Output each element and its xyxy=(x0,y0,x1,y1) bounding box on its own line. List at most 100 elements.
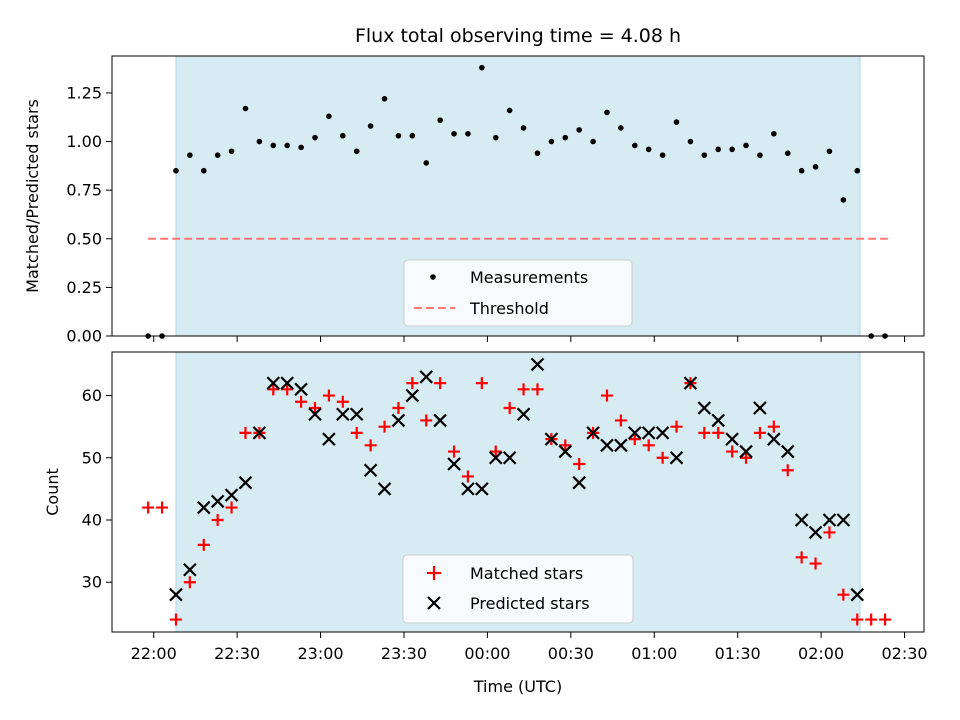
legend-predicted-marker xyxy=(427,596,441,610)
top-ytick-label: 0.25 xyxy=(66,278,102,297)
measurement-point xyxy=(659,152,666,158)
predicted-star-point xyxy=(502,451,517,465)
matched-star-point xyxy=(628,433,641,446)
predicted-star-point xyxy=(544,432,559,446)
predicted-star-point xyxy=(488,451,503,465)
measurement-point xyxy=(367,123,374,129)
measurement-point xyxy=(798,167,805,174)
measurement-point xyxy=(187,152,193,158)
matched-star-point xyxy=(169,613,182,626)
matched-star-point xyxy=(740,451,753,464)
measurement-point xyxy=(465,130,471,137)
predicted-star-point xyxy=(447,457,461,471)
measurement-point xyxy=(173,167,179,174)
matched-star-point xyxy=(267,383,280,396)
measurement-point xyxy=(729,146,735,153)
bottom-xtick-label: 23:30 xyxy=(381,644,427,663)
predicted-star-point xyxy=(600,438,614,453)
bottom-ytick-label: 40 xyxy=(82,511,102,530)
predicted-star-point xyxy=(183,563,197,577)
measurement-point xyxy=(645,146,652,153)
predicted-star-point xyxy=(628,426,642,440)
predicted-star-point xyxy=(572,475,586,490)
predicted-star-point xyxy=(836,513,851,527)
top-legend: Measurements Threshold xyxy=(403,259,633,327)
bottom-yticks: 30 40 50 60 xyxy=(82,386,112,592)
predicted-star-point xyxy=(767,432,781,446)
measurement-point xyxy=(284,142,290,149)
measurement-point xyxy=(451,130,457,137)
predicted-star-point xyxy=(516,407,531,421)
top-legend-box xyxy=(403,259,633,327)
bottom-axes-frame xyxy=(111,351,925,633)
predicted-star-point xyxy=(308,407,322,421)
matched-star-point xyxy=(531,383,544,396)
bottom-predicted-layer xyxy=(169,357,865,602)
matched-star-point xyxy=(698,426,711,439)
legend-matched-label: Matched stars xyxy=(470,564,583,583)
matched-star-point xyxy=(573,458,586,470)
predicted-star-point xyxy=(739,444,753,459)
matched-star-point xyxy=(795,551,808,564)
measurement-point xyxy=(298,144,304,151)
matched-star-point xyxy=(670,420,683,433)
measurement-point xyxy=(757,152,763,158)
predicted-star-point xyxy=(349,407,364,421)
measurement-point xyxy=(353,148,360,155)
matched-star-point xyxy=(392,402,405,414)
matched-star-point xyxy=(503,402,516,414)
top-ytick-label: 1.00 xyxy=(66,132,102,151)
predicted-star-point xyxy=(655,426,670,440)
bottom-xlabel: Time (UTC) xyxy=(473,677,562,696)
matched-star-point xyxy=(197,538,210,551)
matched-star-point xyxy=(406,377,419,390)
measurement-point xyxy=(326,113,332,120)
measurement-point xyxy=(562,134,569,141)
measurement-point xyxy=(423,160,430,166)
top-ylabel: Matched/Predicted stars xyxy=(23,99,42,293)
top-panel: 0.00 0.25 0.50 0.75 1.00 1.25 Flux total obse… xyxy=(23,25,925,346)
predicted-star-point xyxy=(322,432,336,446)
matched-star-point xyxy=(517,383,530,396)
matched-star-point xyxy=(281,383,294,396)
measurement-point xyxy=(576,127,582,133)
measurement-point xyxy=(854,167,861,174)
predicted-star-point xyxy=(280,376,294,390)
matched-star-point xyxy=(712,426,725,439)
predicted-star-point xyxy=(363,463,378,477)
predicted-star-point xyxy=(210,494,225,509)
measurement-point xyxy=(840,197,847,203)
matched-star-point xyxy=(156,501,169,514)
predicted-star-point xyxy=(780,444,795,459)
measurement-point xyxy=(256,138,263,145)
matched-star-point xyxy=(295,395,308,408)
predicted-star-point xyxy=(822,513,837,527)
matched-star-point xyxy=(559,439,572,452)
measurement-point xyxy=(395,132,402,139)
predicted-star-point xyxy=(530,357,545,372)
matched-star-point xyxy=(642,439,655,452)
bottom-legend-box xyxy=(402,554,634,624)
top-yticks: 0.00 0.25 0.50 0.75 1.00 1.25 xyxy=(66,83,112,346)
bottom-xtick-label: 23:00 xyxy=(298,644,344,663)
predicted-star-point xyxy=(238,475,253,490)
bottom-xtick-label: 02:00 xyxy=(798,644,844,663)
top-ytick-label: 0.00 xyxy=(66,327,102,346)
legend-measurements-label: Measurements xyxy=(470,268,588,287)
bottom-ylabel: Count xyxy=(43,468,62,516)
predicted-star-point xyxy=(461,482,475,496)
measurement-point xyxy=(479,64,485,71)
predicted-star-point xyxy=(641,426,656,440)
matched-star-point xyxy=(142,501,155,514)
predicted-star-point xyxy=(669,451,684,465)
matched-star-point xyxy=(753,426,766,439)
measurement-point xyxy=(506,107,513,114)
predicted-star-point xyxy=(391,413,406,428)
predicted-star-point xyxy=(586,426,600,440)
predicted-star-point xyxy=(419,370,434,384)
matched-star-point xyxy=(211,514,224,526)
predicted-star-point xyxy=(725,432,739,446)
legend-threshold-label: Threshold xyxy=(469,299,549,318)
top-ytick-label: 0.50 xyxy=(66,229,102,248)
